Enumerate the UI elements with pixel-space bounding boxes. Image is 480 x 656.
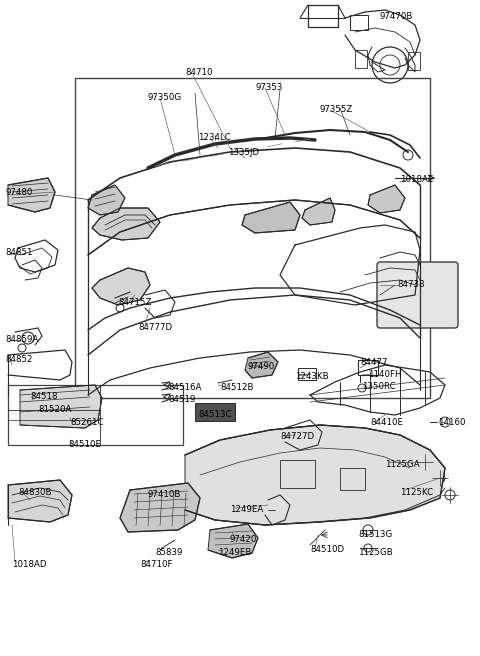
Text: 84710: 84710 xyxy=(185,68,213,77)
Polygon shape xyxy=(88,185,125,215)
Text: 84727D: 84727D xyxy=(280,432,314,441)
Text: 84777D: 84777D xyxy=(138,323,172,332)
Polygon shape xyxy=(245,352,278,378)
Text: 1234LC: 1234LC xyxy=(198,133,231,142)
Text: 1249EB: 1249EB xyxy=(218,548,252,557)
Text: 97350G: 97350G xyxy=(148,93,182,102)
Text: 84519: 84519 xyxy=(168,395,195,404)
Text: 1125GB: 1125GB xyxy=(358,548,393,557)
Text: 84518: 84518 xyxy=(30,392,58,401)
Bar xyxy=(350,15,368,30)
Text: 84715Z: 84715Z xyxy=(118,298,151,307)
Text: 1018AD: 1018AD xyxy=(12,560,47,569)
Polygon shape xyxy=(8,480,72,522)
Polygon shape xyxy=(120,483,200,532)
Text: 84738: 84738 xyxy=(397,280,424,289)
Text: 81513G: 81513G xyxy=(358,530,392,539)
Text: 84510E: 84510E xyxy=(68,440,101,449)
Text: 84510D: 84510D xyxy=(310,545,344,554)
Polygon shape xyxy=(20,385,102,428)
Text: 85839: 85839 xyxy=(155,548,182,557)
Text: 85261C: 85261C xyxy=(70,418,104,427)
Text: 81520A: 81520A xyxy=(38,405,72,414)
Text: 84513C: 84513C xyxy=(198,410,231,419)
Polygon shape xyxy=(185,425,445,525)
Bar xyxy=(280,460,315,488)
Text: 84859A: 84859A xyxy=(5,335,38,344)
Text: 84512B: 84512B xyxy=(220,383,253,392)
Text: 1018AE: 1018AE xyxy=(400,175,433,184)
Polygon shape xyxy=(8,178,55,212)
FancyBboxPatch shape xyxy=(377,262,458,328)
Text: 97410B: 97410B xyxy=(148,490,181,499)
Polygon shape xyxy=(208,524,258,558)
Text: 97353: 97353 xyxy=(255,83,282,92)
Polygon shape xyxy=(242,202,300,233)
Text: 84516A: 84516A xyxy=(168,383,202,392)
Text: 1350RC: 1350RC xyxy=(362,382,396,391)
Text: 1125GA: 1125GA xyxy=(385,460,420,469)
Bar xyxy=(340,468,365,490)
Bar xyxy=(195,403,235,421)
Text: 1249EA: 1249EA xyxy=(230,505,263,514)
Text: 97490: 97490 xyxy=(248,362,275,371)
Text: 84851: 84851 xyxy=(5,248,33,257)
Text: 84830B: 84830B xyxy=(18,488,51,497)
Text: 84477: 84477 xyxy=(360,358,387,367)
Bar xyxy=(298,368,316,380)
Bar xyxy=(355,50,367,68)
Text: 84852: 84852 xyxy=(5,355,33,364)
Bar xyxy=(8,385,183,445)
Bar xyxy=(75,78,430,398)
Bar xyxy=(408,52,420,70)
Text: 84410E: 84410E xyxy=(370,418,403,427)
Text: 1140FH: 1140FH xyxy=(368,370,401,379)
Text: 97355Z: 97355Z xyxy=(320,105,353,114)
Text: 1125KC: 1125KC xyxy=(400,488,433,497)
Text: 1243KB: 1243KB xyxy=(295,372,329,381)
Polygon shape xyxy=(368,185,405,213)
Polygon shape xyxy=(92,208,160,240)
Text: 1335JD: 1335JD xyxy=(228,148,259,157)
Text: 84710F: 84710F xyxy=(140,560,172,569)
Text: 97420: 97420 xyxy=(230,535,257,544)
Polygon shape xyxy=(302,198,335,225)
Text: 14160: 14160 xyxy=(438,418,466,427)
Bar xyxy=(308,5,338,27)
Text: 97470B: 97470B xyxy=(380,12,413,21)
Bar xyxy=(358,360,378,375)
Text: 97480: 97480 xyxy=(5,188,32,197)
Polygon shape xyxy=(92,268,150,305)
